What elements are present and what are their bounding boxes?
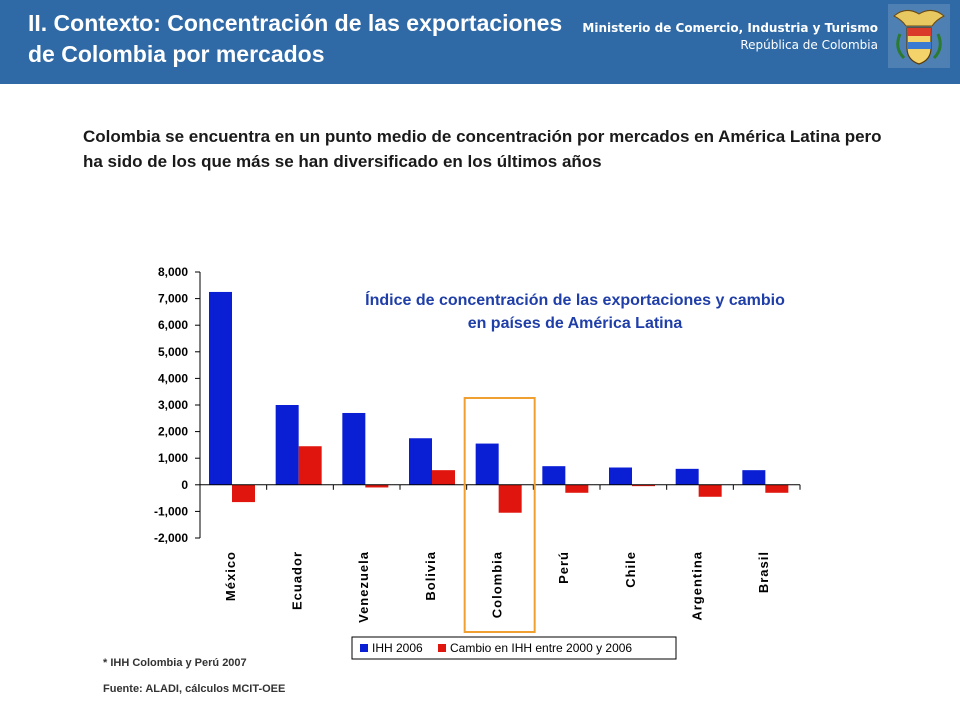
bar-cambio-ihh-2 <box>365 484 389 488</box>
y-tick-label: 8,000 <box>158 265 188 279</box>
ministry-name: Ministerio de Comercio, Industria y Turi… <box>582 21 878 35</box>
source-note: Fuente: ALADI, cálculos MCIT-OEE <box>103 683 286 695</box>
x-category-label: Bolivia <box>423 551 438 601</box>
x-category-label: México <box>223 551 238 601</box>
header-bar: II. Contexto: Concentración de las expor… <box>0 0 960 84</box>
bar-ihh-2006-0 <box>209 291 232 485</box>
legend-swatch-1 <box>438 644 446 652</box>
x-category-label: Brasil <box>756 551 771 593</box>
bar-ihh-2006-4 <box>475 443 499 485</box>
bar-cambio-ihh-7 <box>698 484 722 497</box>
coat-of-arms-icon <box>888 4 950 68</box>
legend-swatch-0 <box>360 644 368 652</box>
bar-ihh-2006-8 <box>742 470 766 485</box>
legend-label-0: IHH 2006 <box>372 641 423 655</box>
bar-cambio-ihh-4 <box>498 484 522 513</box>
y-tick-label: 0 <box>181 478 188 492</box>
bar-cambio-ihh-8 <box>765 484 789 493</box>
page-title: II. Contexto: Concentración de las expor… <box>28 10 563 67</box>
y-tick-label: 5,000 <box>158 345 188 359</box>
bar-ihh-2006-7 <box>675 468 699 485</box>
y-tick-label: -1,000 <box>154 504 188 518</box>
y-tick-label: -2,000 <box>154 531 188 545</box>
highlight-box-colombia <box>463 397 536 633</box>
x-category-label: Colombia <box>489 551 504 618</box>
bar-cambio-ihh-0 <box>232 484 255 503</box>
y-tick-label: 3,000 <box>158 398 188 412</box>
bar-cambio-ihh-3 <box>432 470 455 485</box>
y-tick-label: 4,000 <box>158 371 188 385</box>
y-tick-label: 2,000 <box>158 425 188 439</box>
bar-ihh-2006-3 <box>409 438 432 485</box>
x-category-label: Venezuela <box>356 551 371 623</box>
bar-ihh-2006-6 <box>609 467 632 485</box>
footnote: * IHH Colombia y Perú 2007 <box>103 657 247 669</box>
chart-title: Índice de concentración de las exportaci… <box>365 292 785 332</box>
bar-ihh-2006-5 <box>542 466 566 485</box>
bar-cambio-ihh-6 <box>632 484 655 487</box>
ministry-label: Ministerio de Comercio, Industria y Turi… <box>582 20 878 54</box>
legend-box <box>351 636 677 660</box>
republic-name: República de Colombia <box>740 38 878 52</box>
legend-label-1: Cambio en IHH entre 2000 y 2006 <box>450 641 632 655</box>
lead-text: Colombia se encuentra en un punto medio … <box>83 127 882 171</box>
x-category-label: Perú <box>556 551 571 584</box>
bar-ihh-2006-2 <box>342 412 366 485</box>
y-tick-label: 6,000 <box>158 318 188 332</box>
y-tick-label: 7,000 <box>158 292 188 306</box>
bar-cambio-ihh-1 <box>298 446 322 485</box>
bar-cambio-ihh-5 <box>565 484 589 493</box>
x-category-label: Argentina <box>689 551 704 621</box>
y-tick-label: 1,000 <box>158 451 188 465</box>
bar-ihh-2006-1 <box>275 405 299 485</box>
x-category-label: Ecuador <box>289 551 304 610</box>
x-category-label: Chile <box>623 551 638 588</box>
